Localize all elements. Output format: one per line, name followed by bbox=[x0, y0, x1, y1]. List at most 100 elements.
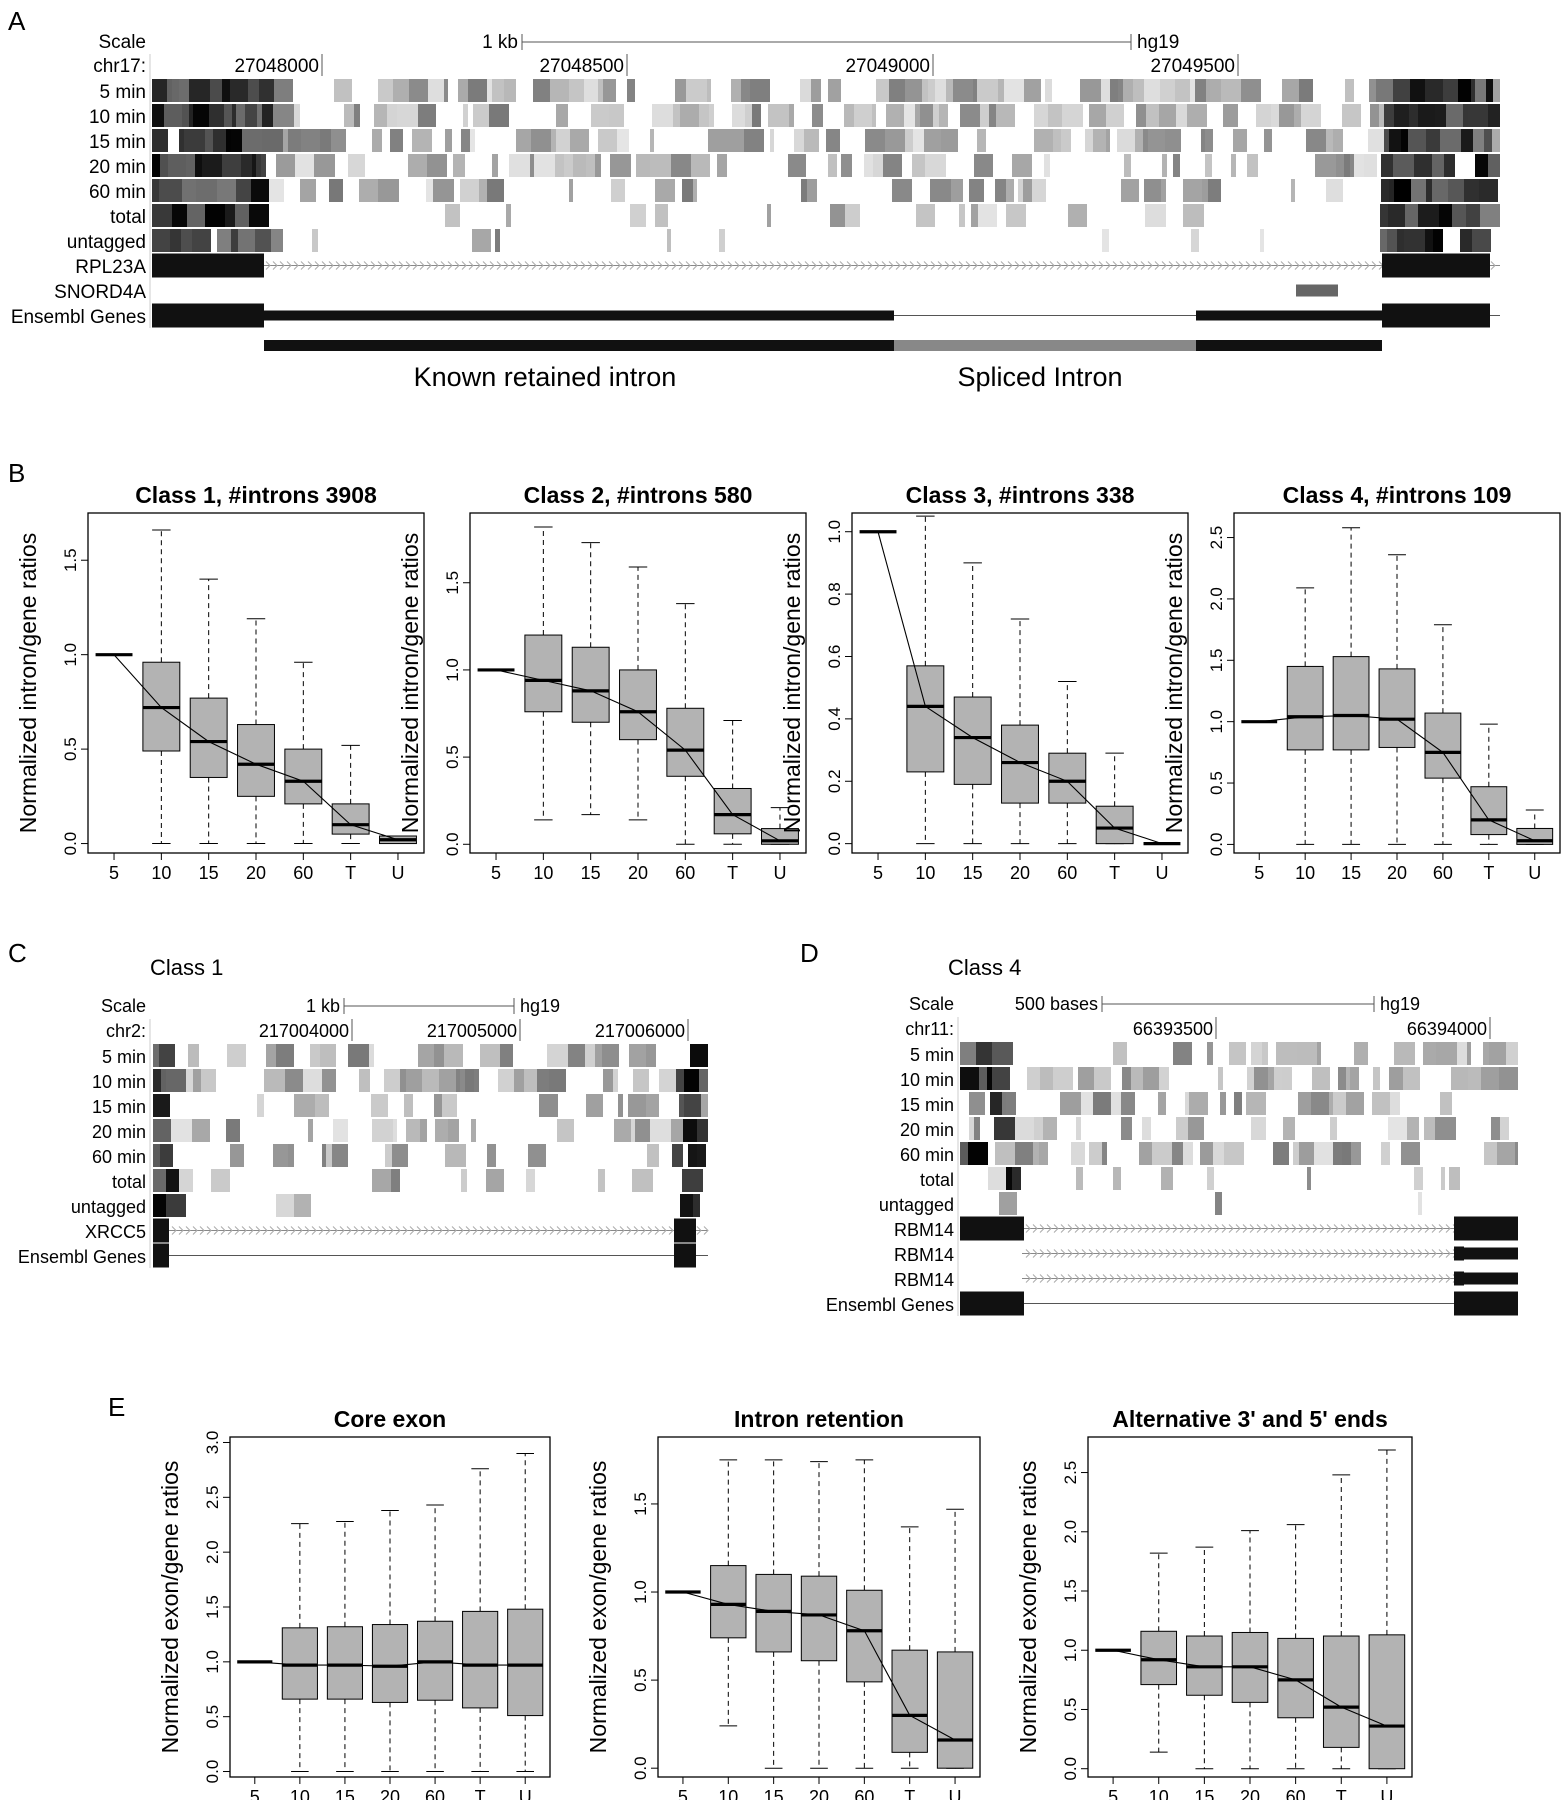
x-tick-label: 10 bbox=[151, 863, 171, 883]
coverage-segment bbox=[1187, 104, 1207, 127]
coverage-segment bbox=[1492, 129, 1500, 152]
coverage-segment bbox=[1388, 1117, 1407, 1140]
coverage-segment bbox=[439, 1069, 456, 1092]
coverage-segment bbox=[989, 104, 996, 127]
coverage-segment bbox=[646, 1094, 659, 1117]
coverage-segment bbox=[569, 179, 573, 202]
coverage-segment bbox=[1110, 79, 1118, 102]
coverage-segment bbox=[1418, 1192, 1422, 1215]
coordinate-tick-label: 27048500 bbox=[539, 56, 624, 77]
coverage-segment bbox=[210, 79, 222, 102]
coverage-segment bbox=[320, 1044, 336, 1067]
coverage-segment bbox=[172, 79, 179, 102]
coverage-segment bbox=[412, 129, 432, 152]
coverage-segment bbox=[1480, 204, 1500, 227]
coverage-segment bbox=[680, 1194, 693, 1217]
ensembl-exon bbox=[153, 1243, 169, 1268]
box bbox=[891, 1649, 928, 1753]
coverage-segment bbox=[794, 129, 804, 152]
coordinate-tick-label: 217004000 bbox=[259, 1021, 349, 1041]
coverage-segment bbox=[1102, 229, 1109, 252]
coverage-segment bbox=[1251, 1117, 1266, 1140]
coverage-segment bbox=[959, 204, 965, 227]
coverage-segment bbox=[1162, 154, 1167, 177]
x-tick-label: 60 bbox=[1057, 863, 1077, 883]
coverage-segment bbox=[976, 1042, 992, 1065]
coverage-segment bbox=[1004, 79, 1024, 102]
coverage-segment bbox=[1185, 1092, 1189, 1115]
coverage-segment bbox=[745, 104, 752, 127]
coverage-segment bbox=[974, 1117, 980, 1140]
coverage-segment bbox=[741, 79, 750, 102]
chart-title: Class 2, #introns 580 bbox=[524, 482, 753, 508]
box bbox=[331, 803, 370, 835]
y-tick-label: 2.5 bbox=[203, 1486, 222, 1510]
coverage-segment bbox=[655, 179, 675, 202]
coverage-segment bbox=[1369, 79, 1376, 102]
coverage-segment bbox=[1405, 204, 1418, 227]
scale-value: 500 bases bbox=[1015, 994, 1098, 1014]
coverage-segment bbox=[468, 79, 487, 102]
coverage-segment bbox=[400, 1069, 406, 1092]
coverage-segment bbox=[1093, 129, 1106, 152]
box bbox=[1368, 1634, 1406, 1770]
coverage-segment bbox=[697, 1144, 706, 1167]
coverage-segment bbox=[435, 1119, 448, 1142]
coverage-segment bbox=[556, 104, 568, 127]
coverage-segment bbox=[939, 104, 948, 127]
coverage-segment bbox=[928, 79, 935, 102]
coverage-segment bbox=[807, 179, 817, 202]
coverage-segment bbox=[1481, 1067, 1499, 1090]
coverage-segment bbox=[1012, 154, 1032, 177]
coverage-segment bbox=[1006, 1167, 1012, 1190]
coverage-segment bbox=[152, 104, 164, 127]
coverage-segment bbox=[444, 1044, 463, 1067]
coverage-segment bbox=[1346, 1092, 1364, 1115]
coverage-segment bbox=[465, 1069, 474, 1092]
coverage-segment bbox=[303, 1069, 322, 1092]
track-label: total bbox=[920, 1170, 954, 1190]
coverage-segment bbox=[1299, 79, 1313, 102]
coverage-segment bbox=[953, 79, 973, 102]
coverage-segment bbox=[1443, 79, 1458, 102]
coverage-segment bbox=[213, 129, 226, 152]
coverage-segment bbox=[1094, 1067, 1111, 1090]
snord4a-feature bbox=[1296, 284, 1338, 297]
x-tick-label: 5 bbox=[1254, 863, 1264, 883]
coverage-segment bbox=[402, 79, 409, 102]
coverage-segment bbox=[1260, 229, 1264, 252]
x-tick-label: 5 bbox=[1108, 1787, 1118, 1800]
coverage-segment bbox=[1133, 79, 1144, 102]
coverage-segment bbox=[434, 1044, 444, 1067]
coverage-segment bbox=[1188, 1117, 1204, 1140]
box bbox=[800, 1575, 838, 1662]
coverage-segment bbox=[334, 79, 352, 102]
coverage-segment bbox=[1256, 104, 1271, 127]
coverage-segment bbox=[1418, 204, 1439, 227]
coverage-segment bbox=[1068, 204, 1087, 227]
coverage-segment bbox=[675, 79, 686, 102]
chart-title: Core exon bbox=[334, 1406, 446, 1432]
coverage-segment bbox=[1142, 1117, 1151, 1140]
median-trend-line bbox=[495, 669, 781, 842]
coverage-segment bbox=[259, 79, 274, 102]
coverage-segment bbox=[1394, 179, 1411, 202]
coverage-segment bbox=[1326, 179, 1343, 202]
track-label: 60 min bbox=[92, 1147, 146, 1167]
coverage-segment bbox=[186, 154, 195, 177]
coverage-segment bbox=[404, 1094, 413, 1117]
coverage-segment bbox=[231, 229, 238, 252]
coverage-segment bbox=[266, 1044, 276, 1067]
coordinate-tick-label: 217005000 bbox=[427, 1021, 517, 1041]
y-axis-label: Normalized exon/gene ratios bbox=[157, 1461, 183, 1754]
coverage-segment bbox=[788, 154, 806, 177]
coverage-segment bbox=[672, 1144, 683, 1167]
coverage-segment bbox=[427, 154, 447, 177]
coverage-segment bbox=[422, 1069, 439, 1092]
coverage-segment bbox=[1183, 179, 1202, 202]
coverage-segment bbox=[217, 229, 231, 252]
coverage-segment bbox=[222, 79, 230, 102]
coverage-segment bbox=[1121, 1092, 1135, 1115]
y-tick-label: 1.0 bbox=[443, 658, 462, 682]
assembly-label: hg19 bbox=[520, 996, 560, 1016]
